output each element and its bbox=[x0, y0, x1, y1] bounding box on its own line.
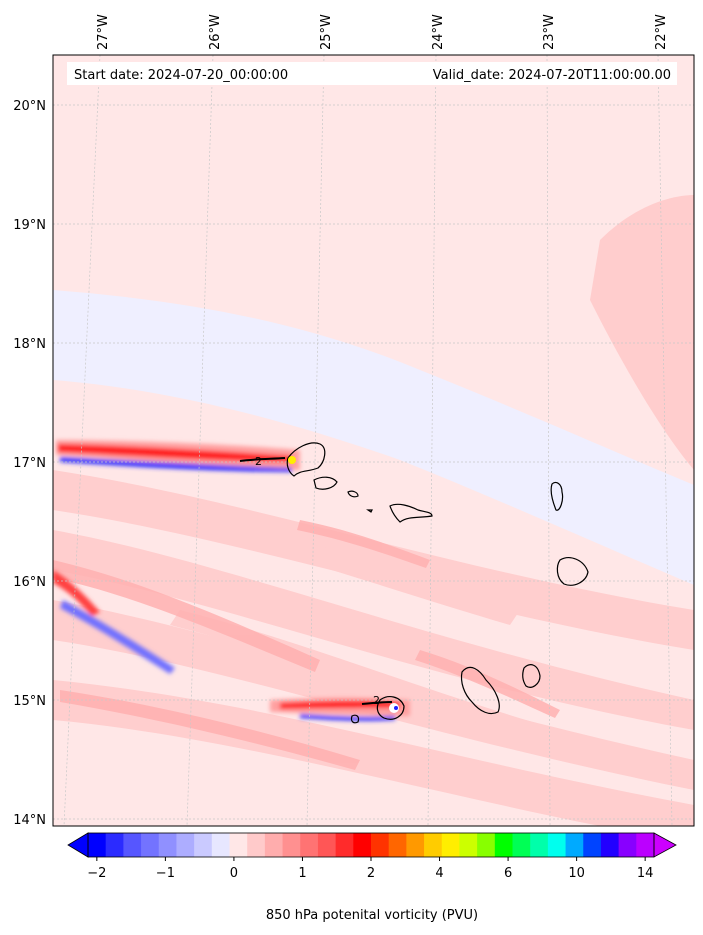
pink-streaks bbox=[53, 470, 694, 826]
colorbar-segment bbox=[600, 833, 620, 857]
colorbar-tick-label: 6 bbox=[504, 866, 512, 881]
colorbar-tick-label: −2 bbox=[87, 866, 106, 881]
lat-label-14n: 14°N bbox=[13, 813, 46, 828]
pink-band-northeast bbox=[590, 195, 694, 470]
colorbar-segment bbox=[317, 833, 337, 857]
colorbar-tick-label: 14 bbox=[637, 866, 654, 881]
lon-label-25w: 25°W bbox=[319, 14, 334, 50]
colorbar-tick-label: 2 bbox=[367, 866, 375, 881]
colorbar-segment bbox=[123, 833, 142, 857]
colorbar-segment bbox=[618, 833, 637, 857]
latitude-labels: 20°N 19°N 18°N 17°N 16°N 15°N 14°N bbox=[13, 99, 46, 828]
fogo-island bbox=[376, 696, 405, 720]
contour-label-north: 2 bbox=[255, 455, 262, 468]
valid-date-text: Valid_date: 2024-07-20T11:00:00.00 bbox=[433, 68, 671, 83]
brava-island bbox=[350, 714, 360, 724]
sao-nicolau-island bbox=[389, 503, 433, 523]
colorbar-tick-label: 4 bbox=[435, 866, 443, 881]
colorbar-segment bbox=[282, 833, 301, 857]
santiago-island bbox=[460, 666, 500, 715]
pv-field: 2 2 Start date: 2024-07-20_00:00:00 Vali… bbox=[53, 55, 694, 826]
sao-vicente-island bbox=[313, 476, 338, 490]
colorbar-tick-label: −1 bbox=[156, 866, 175, 881]
lat-label-17n: 17°N bbox=[13, 456, 46, 471]
lon-label-26w: 26°W bbox=[208, 14, 223, 50]
colorbar-segment bbox=[406, 833, 425, 857]
colorbar-segment bbox=[353, 833, 372, 857]
colorbar-segment bbox=[477, 833, 496, 857]
colorbar-segment bbox=[88, 833, 107, 857]
lat-label-18n: 18°N bbox=[13, 337, 46, 352]
colorbar-over-arrow bbox=[653, 832, 677, 858]
lat-label-16n: 16°N bbox=[13, 575, 46, 590]
contour-line-north bbox=[239, 457, 286, 462]
lon-label-27w: 27°W bbox=[96, 14, 111, 50]
coastlines bbox=[286, 442, 589, 724]
pv-streak-west bbox=[53, 570, 175, 674]
lon-label-23w: 23°W bbox=[542, 14, 557, 50]
santa-luzia-island bbox=[347, 490, 359, 498]
map-frame bbox=[52, 54, 695, 827]
colorbar-title: 850 hPa potenital vorticity (PVU) bbox=[266, 908, 478, 923]
start-date-text: Start date: 2024-07-20_00:00:00 bbox=[74, 68, 288, 83]
colorbar-segment bbox=[300, 833, 319, 857]
colorbar-segment bbox=[547, 833, 567, 857]
lon-label-24w: 24°W bbox=[431, 14, 446, 50]
colorbar-segment bbox=[388, 833, 407, 857]
colorbar-segment bbox=[583, 833, 602, 857]
colorbar-segment bbox=[494, 833, 514, 857]
info-box bbox=[67, 62, 677, 85]
colorbar-segment bbox=[194, 833, 213, 857]
colorbar-segments bbox=[88, 833, 655, 857]
colorbar-tick-label: 1 bbox=[298, 866, 306, 881]
pv-streak-north bbox=[56, 440, 300, 472]
colorbar-segment bbox=[211, 833, 231, 857]
colorbar-segment bbox=[512, 833, 531, 857]
darker-pink-streaks bbox=[53, 520, 560, 770]
colorbar-tick-label: 0 bbox=[230, 866, 238, 881]
colorbar-segment bbox=[441, 833, 461, 857]
colorbar-segment bbox=[141, 833, 160, 857]
lat-label-15n: 15°N bbox=[13, 694, 46, 709]
colorbar-segment bbox=[424, 833, 443, 857]
colorbar-segment bbox=[565, 833, 584, 857]
colorbar-segment bbox=[371, 833, 390, 857]
hotspot-santo-antao bbox=[288, 456, 296, 464]
colorbar: −2 −1 0 1 2 4 6 10 14 850 hPa potenital vorticit… bbox=[67, 832, 677, 923]
graticule bbox=[53, 55, 694, 826]
contour-line-south bbox=[361, 701, 393, 705]
light-blue-band bbox=[53, 290, 694, 585]
colorbar-segment bbox=[158, 833, 178, 857]
colorbar-under-arrow bbox=[67, 832, 89, 858]
colorbar-segment bbox=[247, 833, 266, 857]
lat-label-19n: 19°N bbox=[13, 218, 46, 233]
colorbar-segment bbox=[229, 833, 248, 857]
branco-islet bbox=[366, 509, 373, 513]
lat-label-20n: 20°N bbox=[13, 99, 46, 114]
santo-antao-island bbox=[286, 442, 326, 477]
maio-island bbox=[522, 664, 541, 688]
boa-vista-island bbox=[556, 557, 589, 586]
island-hotspots bbox=[288, 456, 399, 713]
colorbar-segment bbox=[530, 833, 549, 857]
colorbar-tick-label: 10 bbox=[568, 866, 585, 881]
contour-label-south: 2 bbox=[373, 694, 380, 707]
colorbar-segment bbox=[335, 833, 354, 857]
colorbar-ticks: −2 −1 0 1 2 4 6 10 14 bbox=[87, 857, 653, 881]
lon-label-22w: 22°W bbox=[654, 14, 669, 50]
sal-island bbox=[550, 481, 564, 511]
colorbar-segment bbox=[636, 833, 655, 857]
colorbar-segment bbox=[264, 833, 284, 857]
longitude-labels: 27°W 26°W 25°W 24°W 23°W 22°W bbox=[96, 14, 669, 50]
colorbar-segment bbox=[176, 833, 195, 857]
colorbar-segment bbox=[459, 833, 478, 857]
colorbar-segment bbox=[105, 833, 124, 857]
